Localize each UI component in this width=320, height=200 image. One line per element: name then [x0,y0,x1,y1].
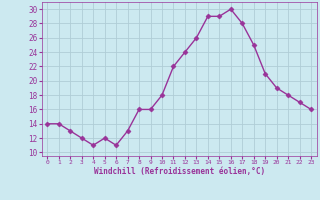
X-axis label: Windchill (Refroidissement éolien,°C): Windchill (Refroidissement éolien,°C) [94,167,265,176]
